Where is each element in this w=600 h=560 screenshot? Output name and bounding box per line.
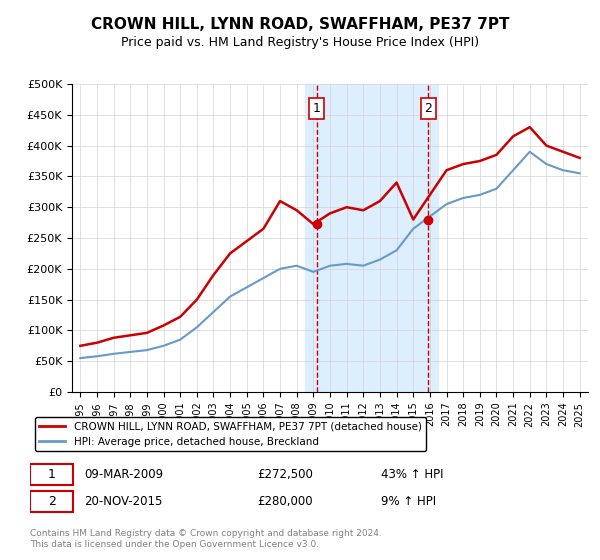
Text: 1: 1: [313, 102, 320, 115]
Text: 43% ↑ HPI: 43% ↑ HPI: [381, 468, 443, 481]
Text: 1: 1: [47, 468, 56, 481]
FancyBboxPatch shape: [30, 491, 73, 512]
Text: 20-NOV-2015: 20-NOV-2015: [84, 495, 163, 508]
Bar: [305, 84, 438, 392]
Text: CROWN HILL, LYNN ROAD, SWAFFHAM, PE37 7PT: CROWN HILL, LYNN ROAD, SWAFFHAM, PE37 7P…: [91, 17, 509, 32]
Text: Contains HM Land Registry data © Crown copyright and database right 2024.
This d: Contains HM Land Registry data © Crown c…: [30, 529, 382, 549]
Text: £280,000: £280,000: [257, 495, 313, 508]
Legend: CROWN HILL, LYNN ROAD, SWAFFHAM, PE37 7PT (detached house), HPI: Average price, : CROWN HILL, LYNN ROAD, SWAFFHAM, PE37 7P…: [35, 417, 426, 451]
Text: 2: 2: [47, 495, 56, 508]
Text: 9% ↑ HPI: 9% ↑ HPI: [381, 495, 436, 508]
Text: £272,500: £272,500: [257, 468, 313, 481]
Text: Price paid vs. HM Land Registry's House Price Index (HPI): Price paid vs. HM Land Registry's House …: [121, 36, 479, 49]
FancyBboxPatch shape: [30, 464, 73, 486]
Text: 09-MAR-2009: 09-MAR-2009: [84, 468, 163, 481]
Text: 2: 2: [424, 102, 432, 115]
